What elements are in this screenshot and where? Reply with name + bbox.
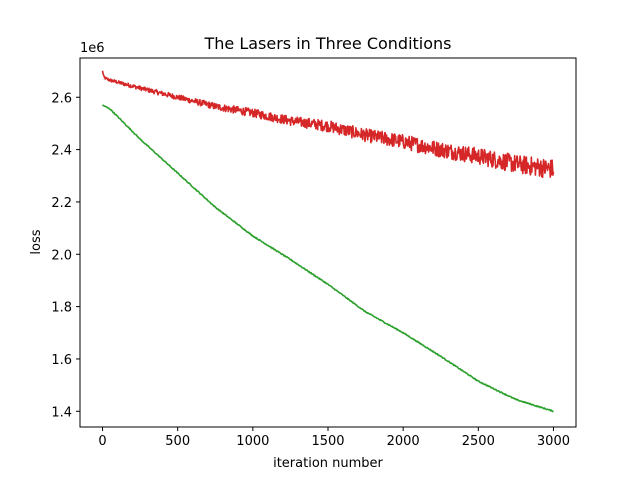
plot-area — [101, 70, 555, 413]
y-tick-label: 2.4 — [51, 144, 72, 159]
y-tick-label: 1.6 — [51, 353, 72, 368]
x-tick-label: 0 — [98, 434, 106, 449]
chart-title: The Lasers in Three Conditions — [203, 34, 451, 53]
x-tick-label: 2000 — [387, 434, 420, 449]
x-axis-label: iteration number — [273, 456, 383, 471]
y-tick-label: 2.6 — [51, 91, 72, 106]
x-tick-label: 2500 — [462, 434, 495, 449]
y-tick-label: 1.8 — [51, 301, 72, 316]
x-tick-label: 500 — [165, 434, 190, 449]
x-tick-label: 1000 — [236, 434, 269, 449]
x-axis-ticks: 0 500 1000 1500 2000 2500 3000 — [98, 427, 570, 449]
series-line-2 — [102, 104, 554, 413]
y-tick-label: 2.0 — [51, 248, 72, 263]
y-offset-label: 1e6 — [80, 41, 105, 56]
axes-frame — [79, 57, 577, 428]
y-tick-label: 2.2 — [51, 196, 72, 211]
x-tick-label: 1500 — [311, 434, 344, 449]
series-line-1 — [101, 70, 555, 179]
y-axis-ticks: 1.4 1.6 1.8 2.0 2.2 2.4 2.6 — [51, 91, 80, 420]
y-axis-label: loss — [29, 229, 44, 254]
y-tick-label: 1.4 — [51, 405, 72, 420]
x-tick-label: 3000 — [537, 434, 570, 449]
